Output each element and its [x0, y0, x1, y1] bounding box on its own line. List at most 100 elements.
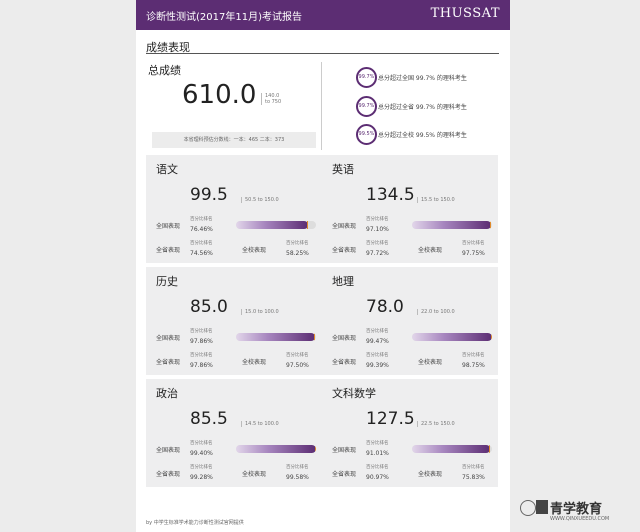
subject-score: 99.5 [190, 185, 228, 205]
percentile-bar [236, 221, 316, 229]
subject-card: 历史 85.0 15.0 to 100.0 全国表现 百分比排名 97.86% 全省表现 百分… [146, 267, 322, 375]
provincial-label: 全省表现 [156, 247, 181, 254]
total-score-label: 总成绩 [148, 64, 181, 77]
pct-rank-caption: 百分比排名 [286, 353, 309, 358]
subject-score: 85.0 [190, 297, 228, 317]
provincial-percentile: 74.56% [190, 250, 213, 257]
national-percentile: 99.40% [190, 450, 213, 457]
pct-rank-caption: 百分比排名 [462, 353, 485, 358]
school-label: 全校表现 [418, 471, 443, 478]
pct-rank-caption: 百分比排名 [190, 465, 213, 470]
school-percentile: 98.75% [462, 362, 485, 369]
percentile-bar-fill [412, 445, 490, 453]
percentile-bar [412, 445, 492, 453]
percentile-badge: 99.7% [356, 96, 377, 117]
school-percentile: 97.50% [286, 362, 309, 369]
percentile-bar [412, 221, 492, 229]
watermark-text: 青学教育 [550, 502, 603, 517]
pct-rank-caption: 百分比排名 [462, 465, 485, 470]
subject-score: 85.5 [190, 409, 228, 429]
pct-rank-caption: 百分比排名 [190, 217, 213, 222]
subject-range: 22.0 to 100.0 [417, 309, 455, 315]
school-label: 全校表现 [242, 247, 267, 254]
percentile-bar-marker [488, 445, 490, 453]
school-percentile: 97.75% [462, 250, 485, 257]
pct-rank-caption: 百分比排名 [190, 441, 213, 446]
percentile-bar-fill [412, 333, 492, 341]
subject-card: 语文 99.5 50.5 to 150.0 全国表现 百分比排名 76.46% 全省表现 百分… [146, 155, 322, 263]
provincial-percentile: 99.28% [190, 474, 213, 481]
percentile-bar-marker [491, 333, 492, 341]
subject-range: 15.0 to 100.0 [241, 309, 279, 315]
school-percentile: 75.83% [462, 474, 485, 481]
subject-range: 14.5 to 100.0 [241, 421, 279, 427]
national-label: 全国表现 [156, 223, 181, 230]
national-label: 全国表现 [156, 447, 181, 454]
national-label: 全国表现 [332, 447, 357, 454]
pct-rank-caption: 百分比排名 [190, 353, 213, 358]
percentile-text: 总分超过全国 99.7% 的理科考生 [378, 75, 467, 82]
report-header: 诊断性测试(2017年11月)考试报告 THUSSAT [136, 0, 510, 30]
national-percentile: 99.47% [366, 338, 389, 345]
percentile-bar-marker [314, 333, 316, 341]
percentile-badge: 99.7% [356, 67, 377, 88]
total-score-value: 610.0 [182, 80, 257, 110]
total-range-max: to 750 [265, 99, 282, 105]
percentile-bar [236, 445, 316, 453]
percentile-bar [412, 333, 492, 341]
subject-name: 文科数学 [332, 387, 376, 400]
pct-rank-caption: 百分比排名 [366, 465, 389, 470]
national-label: 全国表现 [332, 335, 357, 342]
percentile-bar-fill [412, 221, 492, 229]
pct-rank-caption: 百分比排名 [286, 241, 309, 246]
subject-card: 文科数学 127.5 22.5 to 150.0 全国表现 百分比排名 91.01% 全省表… [322, 379, 498, 487]
logo-icon [536, 500, 548, 514]
watermark-url: WWW.QINXUEEDU.COM [550, 516, 610, 522]
pct-rank-caption: 百分比排名 [366, 353, 389, 358]
percentile-bar [236, 333, 316, 341]
pct-rank-caption: 百分比排名 [366, 441, 389, 446]
provincial-label: 全省表现 [332, 359, 357, 366]
pct-rank-caption: 百分比排名 [462, 241, 485, 246]
school-label: 全校表现 [418, 359, 443, 366]
brand-logo-text: THUSSAT [430, 6, 500, 21]
pct-rank-caption: 百分比排名 [286, 465, 309, 470]
school-percentile: 99.58% [286, 474, 309, 481]
provincial-label: 全省表现 [156, 471, 181, 478]
provincial-percentile: 99.39% [366, 362, 389, 369]
school-percentile: 58.25% [286, 250, 309, 257]
school-label: 全校表现 [242, 359, 267, 366]
provincial-label: 全省表现 [332, 247, 357, 254]
school-label: 全校表现 [418, 247, 443, 254]
subject-name: 政治 [156, 387, 178, 400]
report-title: 诊断性测试(2017年11月)考试报告 [146, 12, 302, 23]
pct-rank-caption: 百分比排名 [366, 217, 389, 222]
pct-rank-caption: 百分比排名 [366, 241, 389, 246]
subject-name: 语文 [156, 163, 178, 176]
subject-range: 50.5 to 150.0 [241, 197, 279, 203]
percentile-text: 总分超过全校 99.5% 的理科考生 [378, 132, 467, 139]
subject-card: 地理 78.0 22.0 to 100.0 全国表现百分比排名 99.47% 全省表现 百分… [322, 267, 498, 375]
subject-name: 历史 [156, 275, 178, 288]
percentile-badge: 99.5% [356, 124, 377, 145]
subject-name: 英语 [332, 163, 354, 176]
subject-score: 78.0 [366, 297, 404, 317]
national-percentile: 76.46% [190, 226, 213, 233]
subject-card: 政治 85.5 14.5 to 100.0 全国表现 百分比排名 99.40% 全省表现 百分… [146, 379, 322, 487]
national-percentile: 91.01% [366, 450, 389, 457]
cutoff-line-note: 本省理科预估分数线：一本：465 二本：373 [152, 132, 316, 148]
national-percentile: 97.10% [366, 226, 389, 233]
watermark: 青学教育 WWW.QINXUEEDU.COM [520, 496, 634, 526]
percentile-bar-fill [236, 221, 308, 229]
subject-name: 地理 [332, 275, 354, 288]
total-score-range: 140.0 to 750 [261, 93, 293, 105]
subject-score: 127.5 [366, 409, 415, 429]
vertical-divider [321, 62, 322, 150]
provincial-percentile: 97.72% [366, 250, 389, 257]
subject-range: 15.5 to 150.0 [417, 197, 455, 203]
report-page: 诊断性测试(2017年11月)考试报告 THUSSAT 成绩表现 总成绩 610… [136, 0, 510, 532]
school-label: 全校表现 [242, 471, 267, 478]
provincial-label: 全省表现 [332, 471, 357, 478]
pct-rank-caption: 百分比排名 [190, 241, 213, 246]
footer-note: by 中学生标准学术能力诊断性测试官网提供 [146, 520, 244, 526]
